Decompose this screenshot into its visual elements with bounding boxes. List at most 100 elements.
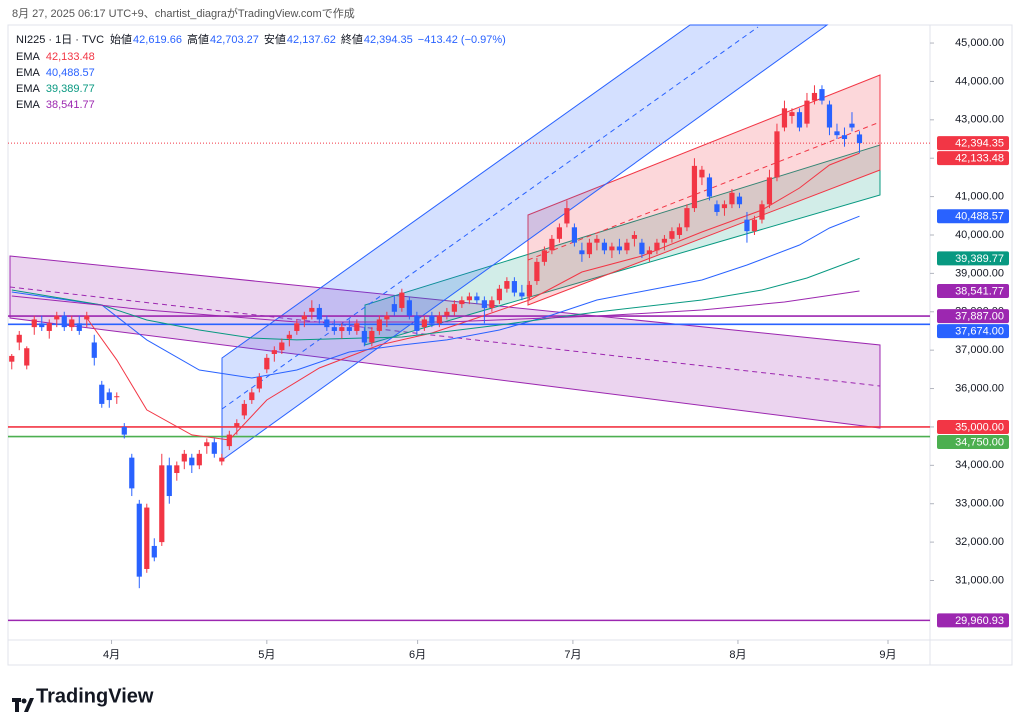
candle-body <box>564 208 570 224</box>
red-channel <box>527 74 881 306</box>
candle-body <box>16 334 22 343</box>
candle-body <box>691 165 698 209</box>
drawings <box>9 24 881 461</box>
candle-body <box>811 92 818 101</box>
candle-body <box>436 315 442 324</box>
x-tick-label: 4月 <box>103 649 120 661</box>
price-tag <box>937 251 1009 266</box>
legend-text: NI225 · 1日 · TVC <box>16 34 104 46</box>
candle-body <box>376 319 382 331</box>
candle-body <box>826 104 833 128</box>
price-tag <box>937 283 1009 298</box>
candle-body <box>301 315 307 320</box>
candle-body <box>684 208 690 228</box>
candle-body <box>136 503 142 577</box>
candle-body <box>661 238 668 243</box>
candle-body <box>189 457 195 466</box>
candle-body <box>46 323 52 331</box>
ema-line <box>11 290 860 323</box>
candle-body <box>586 242 593 255</box>
price-tag-label: 40,488.57 <box>955 211 1004 223</box>
candle-body <box>391 304 397 312</box>
legend-text: 終値 <box>341 32 363 46</box>
candle-body <box>534 261 540 282</box>
candle-body <box>99 384 105 404</box>
candle-body <box>61 315 67 328</box>
candle-body <box>789 112 795 116</box>
y-tick-label: 34,000.00 <box>955 459 1004 471</box>
price-tag <box>937 613 1009 628</box>
price-tag-label: 38,541.77 <box>955 285 1004 297</box>
candle-body <box>324 319 330 328</box>
candle-body <box>834 131 840 136</box>
candle-body <box>39 323 45 328</box>
candle-body <box>481 300 487 308</box>
price-tag-label: 34,750.00 <box>955 436 1004 448</box>
candle-body <box>571 227 578 243</box>
candle-body <box>69 319 75 328</box>
candle-body <box>669 231 675 239</box>
price-tag-label: 42,394.35 <box>955 137 1004 149</box>
candle-body <box>211 442 217 454</box>
legend-name: EMA <box>16 51 41 63</box>
legend-name: EMA <box>16 83 41 95</box>
price-tag <box>937 209 1009 224</box>
legend-text: 安値 <box>264 32 286 46</box>
y-tick-label: 33,000.00 <box>955 498 1004 510</box>
candle-body <box>399 292 405 308</box>
candle-body <box>286 334 292 339</box>
legend-text: −413.42 (−0.97%) <box>418 34 506 46</box>
candle-body <box>511 281 517 293</box>
candle-body <box>234 423 240 427</box>
candle-body <box>249 392 255 401</box>
x-tick-label: 6月 <box>409 649 426 661</box>
candle-body <box>631 234 638 239</box>
candle-body <box>294 323 300 331</box>
legend-name: EMA <box>16 99 41 111</box>
candle-body <box>519 292 525 297</box>
candle-body <box>406 300 412 316</box>
channel-mid <box>9 286 881 387</box>
candle-body <box>721 204 728 209</box>
y-tick-label: 39,000.00 <box>955 267 1004 279</box>
logo-part <box>21 698 27 704</box>
candle-body <box>204 442 210 447</box>
candle-body <box>639 242 645 255</box>
legend-value: 39,389.77 <box>46 83 95 95</box>
candle-body <box>174 465 180 474</box>
candle-body <box>766 177 773 205</box>
candle-body <box>444 311 450 316</box>
price-tag-label: 37,887.00 <box>955 311 1004 323</box>
candle-body <box>361 330 367 343</box>
legend-text: 42,703.27 <box>210 34 259 46</box>
candle-body <box>339 327 345 331</box>
candle-body <box>226 434 232 447</box>
candle-body <box>489 300 495 308</box>
candle-body <box>579 250 585 255</box>
ema-line <box>11 215 860 379</box>
legend-value: 40,488.57 <box>46 67 95 79</box>
candle-body <box>429 315 435 324</box>
candle-body <box>796 112 803 128</box>
candle-body <box>24 348 30 366</box>
candle-body <box>159 465 165 543</box>
candle-body <box>774 131 780 178</box>
candle-body <box>451 304 457 312</box>
legend-text: 始値 <box>110 32 132 46</box>
candle-body <box>699 169 705 178</box>
candle-body <box>594 238 600 243</box>
y-tick-label: 31,000.00 <box>955 574 1004 586</box>
candle-body <box>76 323 82 331</box>
candle-body <box>421 319 427 328</box>
candle-body <box>736 196 743 205</box>
candle-body <box>271 350 277 354</box>
candle-body <box>106 392 112 401</box>
channel-mid <box>527 121 881 261</box>
candle-body <box>496 288 502 301</box>
candle-body <box>781 108 788 128</box>
candle-body <box>151 545 157 558</box>
candle-body <box>279 342 285 351</box>
candle-body <box>459 300 465 305</box>
candle-body <box>241 403 247 416</box>
